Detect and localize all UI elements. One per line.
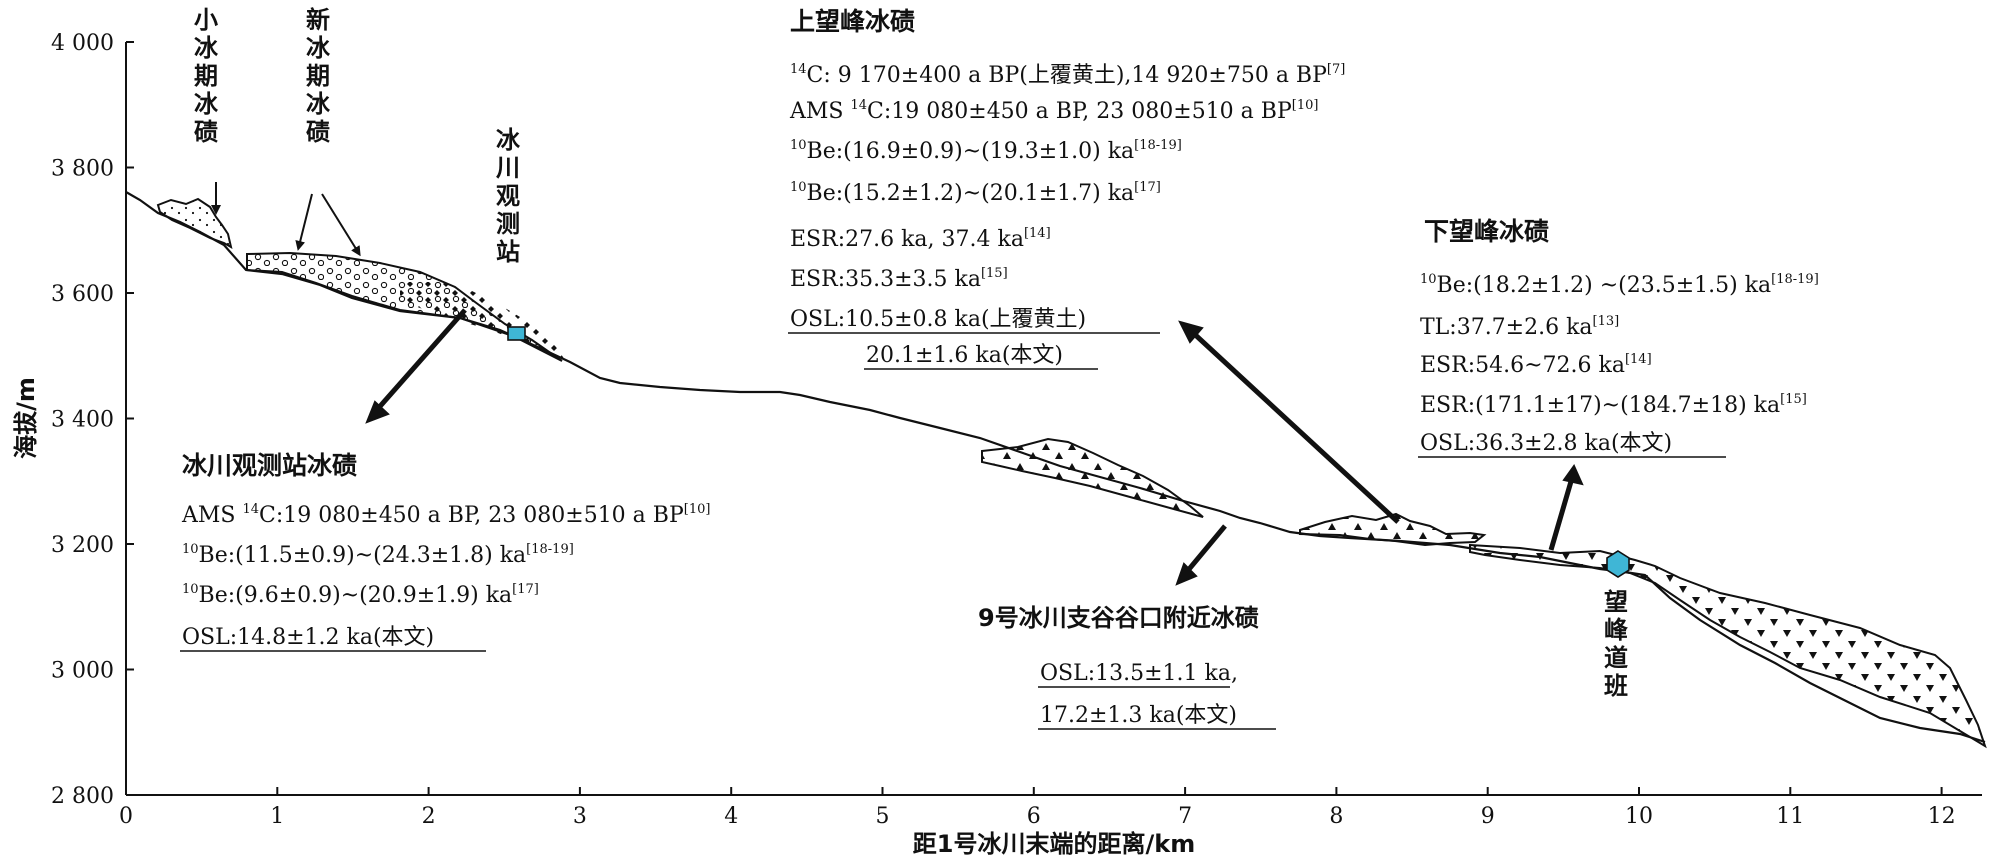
label-char: 站	[496, 238, 520, 266]
upper-wangfeng-title: 上望峰冰碛	[790, 7, 915, 36]
x-tick-label: 1	[270, 804, 284, 829]
station-moraine-title: 冰川观测站冰碛	[182, 451, 357, 480]
label-char: 冰	[496, 126, 521, 154]
neoglacial-moraine-deposit	[246, 251, 563, 362]
lower-wangfeng-line-4: ESR:(171.1±17)~(184.7±18) ka[15]	[1420, 392, 1807, 418]
x-tick-label: 0	[119, 804, 133, 829]
y-tick-label: 3 000	[51, 659, 114, 684]
y-tick-label: 3 600	[51, 282, 114, 307]
upper-wangfeng-annotation: 上望峰冰碛 14C: 9 170±400 a BP(上覆黄土),14 920±7…	[788, 7, 1345, 370]
annotation-arrows	[211, 182, 1584, 586]
y-tick-label: 3 400	[51, 408, 114, 433]
wangfeng-road-station-label: 望 峰 道 班	[1604, 588, 1628, 700]
neoglacial-moraine-label: 新 冰 期 冰 碛	[306, 6, 331, 146]
valley-nine-osl-line-2: 17.2±1.3 ka(本文)	[1040, 703, 1237, 728]
label-char: 期	[306, 62, 330, 90]
y-tick-label: 3 800	[51, 157, 114, 182]
lower-wangfeng-moraine-deposit	[1469, 543, 1987, 749]
x-tick-label: 7	[1178, 804, 1192, 829]
little-ice-age-moraine-deposit	[156, 197, 233, 250]
label-char: 班	[1604, 672, 1628, 700]
station-moraine-annotation: 冰川观测站冰碛 AMS 14C:19 080±450 a BP, 23 080±…	[180, 451, 710, 652]
x-axis-label: 距1号冰川末端的距离/km	[913, 830, 1195, 858]
upper-wangfeng-line-4: 10Be:(15.2±1.2)~(20.1±1.7) ka[17]	[790, 180, 1161, 206]
label-char: 冰	[194, 34, 219, 62]
label-char: 观	[496, 182, 520, 210]
neoglacial-arrow-left	[295, 193, 313, 251]
lower-wangfeng-arrowhead	[1562, 463, 1584, 486]
x-tick-label: 9	[1481, 804, 1495, 829]
y-tick-label: 2 800	[51, 784, 114, 809]
x-axis-ticks: 0 1 2 3 4 5 6 7 8 9 10 11 12	[119, 787, 1956, 829]
label-char: 冰	[306, 34, 331, 62]
valley-nine-annotation: 9号冰川支谷谷口附近冰碛 OSL:13.5±1.1 ka, 17.2±1.3 k…	[978, 604, 1276, 730]
lower-wangfeng-line-2: TL:37.7±2.6 ka[13]	[1420, 314, 1619, 340]
x-tick-label: 2	[422, 804, 436, 829]
station-moraine-arrowhead	[365, 400, 390, 424]
station-moraine-osl: OSL:14.8±1.2 ka(本文)	[182, 625, 434, 650]
label-char: 小	[194, 6, 218, 34]
y-axis-ticks: 2 800 3 000 3 200 3 400 3 600 3 800 4 000	[51, 31, 134, 809]
label-char: 新	[306, 6, 330, 34]
x-tick-label: 4	[724, 804, 738, 829]
label-char: 道	[1604, 644, 1628, 672]
station-moraine-line-1: AMS 14C:19 080±450 a BP, 23 080±510 a BP…	[181, 502, 710, 528]
lower-wangfeng-line-3: ESR:54.6~72.6 ka[14]	[1420, 352, 1652, 378]
valley-nine-arrowhead	[1175, 562, 1198, 586]
label-char: 川	[496, 154, 520, 182]
upper-wangfeng-line-2: AMS 14C:19 080±450 a BP, 23 080±510 a BP…	[789, 98, 1318, 124]
little-ice-age-moraine-label: 小 冰 期 冰 碛	[194, 6, 219, 146]
station-moraine-line-2: 10Be:(11.5±0.9)~(24.3±1.8) ka[18-19]	[182, 542, 574, 568]
label-char: 峰	[1604, 616, 1628, 644]
upper-wangfeng-osl-line-2: 20.1±1.6 ka(本文)	[866, 343, 1063, 368]
x-tick-label: 10	[1625, 804, 1653, 829]
upper-wangfeng-line-5: ESR:27.6 ka, 37.4 ka[14]	[790, 226, 1051, 252]
lower-wangfeng-title: 下望峰冰碛	[1424, 217, 1549, 246]
wangfeng-road-station-marker-icon	[1606, 550, 1630, 578]
y-tick-label: 3 200	[51, 533, 114, 558]
station-moraine-arrow	[373, 308, 467, 414]
y-axis-label: 海拔/m	[12, 377, 40, 459]
upper-wangfeng-arrowhead	[1178, 320, 1204, 344]
lower-wangfeng-osl: OSL:36.3±2.8 ka(本文)	[1420, 431, 1672, 456]
terrain-profile-line	[125, 191, 1986, 744]
lower-wangfeng-arrow	[1548, 477, 1575, 551]
upper-wangfeng-line-6: ESR:35.3±3.5 ka[15]	[790, 266, 1008, 292]
label-char: 冰	[194, 90, 219, 118]
y-tick-label: 4 000	[51, 31, 114, 56]
upper-wangfeng-osl-line-1: OSL:10.5±0.8 ka(上覆黄土)	[790, 307, 1086, 332]
upper-wangfeng-arrow	[1188, 328, 1400, 524]
station-moraine-line-3: 10Be:(9.6±0.9)~(20.9±1.9) ka[17]	[182, 582, 539, 608]
glacier-station-label: 冰 川 观 测 站	[496, 126, 521, 266]
label-char: 冰	[306, 90, 331, 118]
neoglacial-arrow-right	[321, 193, 361, 257]
glacier-station-marker-icon	[507, 326, 526, 341]
label-char: 测	[496, 210, 520, 238]
lower-wangfeng-line-1: 10Be:(18.2±1.2) ~(23.5±1.5) ka[18-19]	[1420, 272, 1819, 298]
label-char: 期	[194, 62, 218, 90]
label-char: 望	[1604, 588, 1628, 616]
x-tick-label: 6	[1027, 804, 1041, 829]
label-char: 碛	[194, 118, 218, 146]
label-char: 碛	[306, 118, 330, 146]
x-tick-label: 8	[1329, 804, 1343, 829]
valley-nine-title: 9号冰川支谷谷口附近冰碛	[978, 604, 1259, 632]
valley-nine-arrow	[1183, 524, 1227, 576]
upper-wangfeng-line-1: 14C: 9 170±400 a BP(上覆黄土),14 920±750 a B…	[790, 62, 1345, 88]
valley-nine-osl-line-1: OSL:13.5±1.1 ka,	[1040, 661, 1238, 686]
lower-wangfeng-annotation: 下望峰冰碛 10Be:(18.2±1.2) ~(23.5±1.5) ka[18-…	[1418, 217, 1819, 458]
x-tick-label: 5	[876, 804, 890, 829]
upper-wangfeng-line-3: 10Be:(16.9±0.9)~(19.3±1.0) ka[18-19]	[790, 138, 1182, 164]
x-tick-label: 11	[1776, 804, 1804, 829]
x-tick-label: 12	[1928, 804, 1956, 829]
x-tick-label: 3	[573, 804, 587, 829]
